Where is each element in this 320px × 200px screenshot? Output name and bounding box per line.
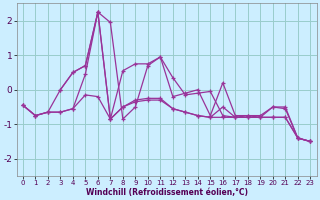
- X-axis label: Windchill (Refroidissement éolien,°C): Windchill (Refroidissement éolien,°C): [85, 188, 248, 197]
